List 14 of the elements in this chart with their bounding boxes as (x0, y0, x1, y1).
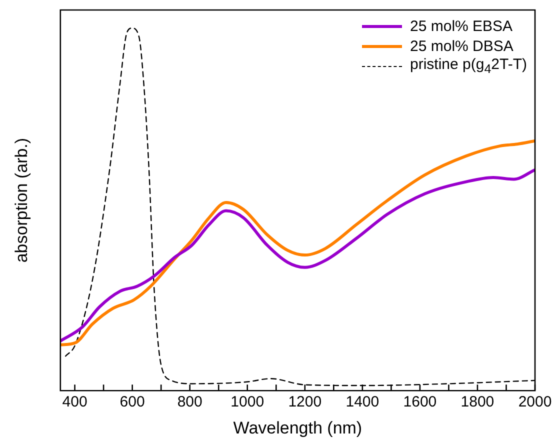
x-tick-label: 1800 (460, 394, 494, 411)
y-axis-title: absorption (arb.) (12, 138, 31, 263)
x-tick-label: 1600 (403, 394, 437, 411)
x-tick-label: 600 (120, 394, 145, 411)
x-tick-label: 1000 (230, 394, 264, 411)
legend-label: 25 mol% DBSA (410, 38, 514, 54)
legend-label: 25 mol% EBSA (410, 18, 513, 34)
x-tick-label: 2000 (518, 394, 552, 411)
legend-label: pristine p(g$_{4}$2T-T) (410, 56, 527, 76)
x-axis-title: Wavelength (nm) (233, 418, 362, 438)
x-tick-label: 1400 (346, 394, 380, 411)
x-tick-label: 800 (177, 394, 202, 411)
x-tick-label: 400 (62, 394, 88, 411)
x-tick-label: 1200 (288, 394, 322, 411)
